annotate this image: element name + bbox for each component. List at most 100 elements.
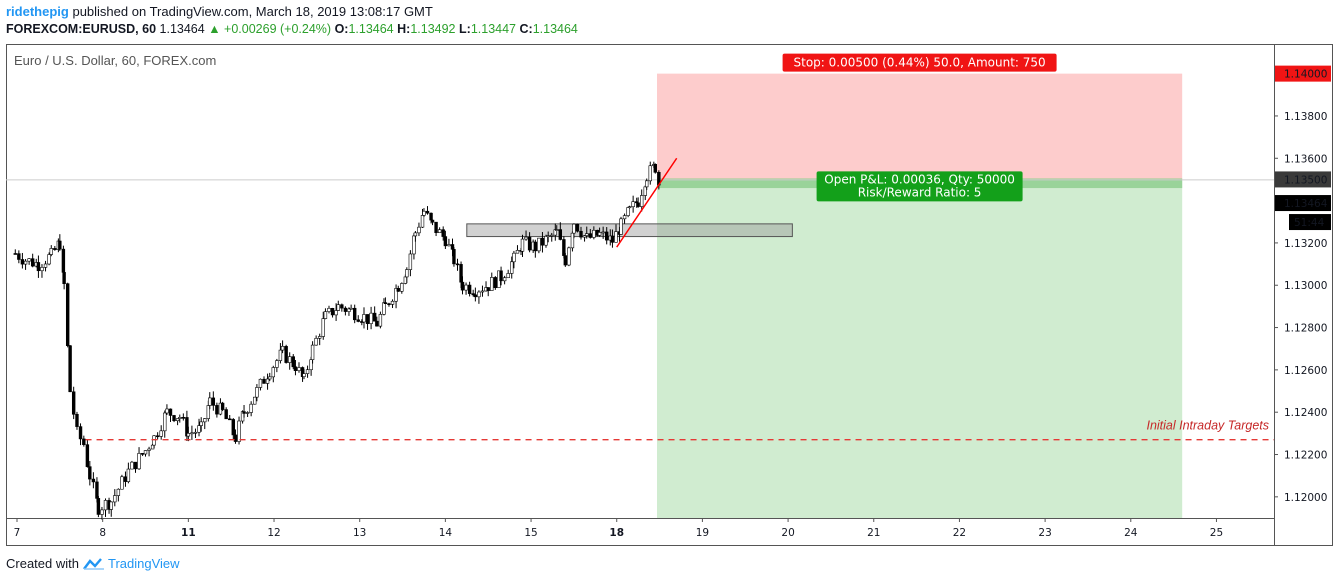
take-profit-zone[interactable] (656, 179, 1183, 518)
y-tick-label: 1.13200 (1284, 238, 1327, 250)
author-link[interactable]: ridethepig (6, 4, 69, 19)
candle-body (268, 376, 272, 380)
candle-body (317, 336, 322, 339)
pnl-info-badge[interactable] (816, 171, 1023, 202)
candle-body (636, 202, 640, 207)
candle (65, 282, 70, 348)
stop-loss-zone[interactable] (656, 73, 1183, 180)
candle (265, 373, 270, 390)
close-value: 1.13464 (532, 22, 578, 36)
candle-body (297, 367, 301, 371)
candle-body (387, 303, 391, 306)
candle-body (133, 461, 138, 470)
candle (163, 410, 167, 438)
candle-body (147, 448, 151, 451)
last-price: 1.13464 (159, 22, 205, 36)
candle-body (417, 226, 421, 234)
candle-body (645, 180, 649, 188)
candle (610, 229, 615, 248)
stop-info-badge[interactable] (782, 53, 1057, 72)
candle-body (305, 369, 310, 374)
trend-line[interactable] (616, 157, 678, 248)
candle (347, 307, 351, 316)
candle-body (493, 277, 498, 288)
candle (622, 213, 627, 224)
candle (245, 411, 250, 418)
candle (614, 224, 618, 243)
candle (321, 311, 325, 340)
candle-body (113, 495, 117, 503)
candle (288, 352, 292, 370)
y-tick-label: 1.12600 (1284, 365, 1327, 377)
candle (190, 425, 194, 440)
candle (567, 246, 571, 267)
candle (467, 281, 472, 297)
candle (275, 358, 279, 373)
candle-body (47, 254, 51, 265)
candle (533, 239, 538, 258)
candle-body (420, 215, 425, 228)
candle-body (140, 453, 145, 455)
current-price-badge: 1.13464 (1284, 198, 1328, 210)
candle (585, 226, 589, 239)
candle (143, 449, 148, 457)
resistance-box[interactable] (466, 223, 793, 238)
candle-body (78, 426, 83, 440)
candle-body (199, 421, 203, 426)
candle (601, 226, 605, 239)
candle (349, 304, 353, 310)
candle (237, 416, 241, 445)
candle (58, 234, 62, 251)
candle (302, 369, 306, 380)
x-tick-label: 7 (14, 527, 21, 539)
candle-body (293, 366, 298, 371)
candle (255, 384, 259, 402)
candle (413, 230, 418, 242)
candle (109, 501, 113, 517)
candle-body (579, 230, 583, 238)
candle (537, 237, 541, 254)
candle (314, 335, 318, 346)
candle (305, 365, 310, 378)
candle (464, 282, 468, 295)
candle (249, 401, 253, 417)
candle (193, 428, 198, 439)
candle-body (175, 418, 180, 422)
candle (550, 232, 554, 242)
candle (362, 307, 366, 329)
candle-body (619, 218, 623, 235)
candle-body (88, 466, 92, 480)
candle (258, 378, 263, 391)
candle-body (447, 244, 451, 247)
candle (405, 267, 409, 283)
candle-body (653, 163, 657, 173)
candle (645, 178, 649, 191)
candle-body (215, 405, 219, 415)
candle (443, 230, 448, 250)
candle (447, 238, 451, 247)
candle-body (155, 435, 160, 438)
candle (471, 289, 475, 297)
candle (85, 439, 90, 468)
candle-body (237, 420, 241, 442)
candle-body (23, 260, 28, 265)
candle-body (233, 434, 238, 442)
x-tick-label: 19 (696, 527, 709, 539)
candle-body (109, 501, 113, 510)
candle (120, 474, 124, 490)
candle (211, 391, 216, 411)
candle-body (527, 236, 532, 251)
candle-body (408, 253, 413, 270)
candle (340, 303, 344, 312)
candle-body (220, 402, 225, 410)
candle (123, 471, 128, 487)
candle-body (452, 249, 456, 265)
tradingview-link[interactable]: TradingView (83, 556, 180, 571)
risk-reward-text: Risk/Reward Ratio: 5 (858, 185, 982, 199)
candle (572, 223, 576, 239)
y-tick-label: 1.12800 (1284, 323, 1327, 335)
symbol-name: FOREXCOM:EURUSD, 60 (6, 22, 157, 36)
candle-body (467, 284, 472, 294)
candle-body (575, 223, 580, 232)
